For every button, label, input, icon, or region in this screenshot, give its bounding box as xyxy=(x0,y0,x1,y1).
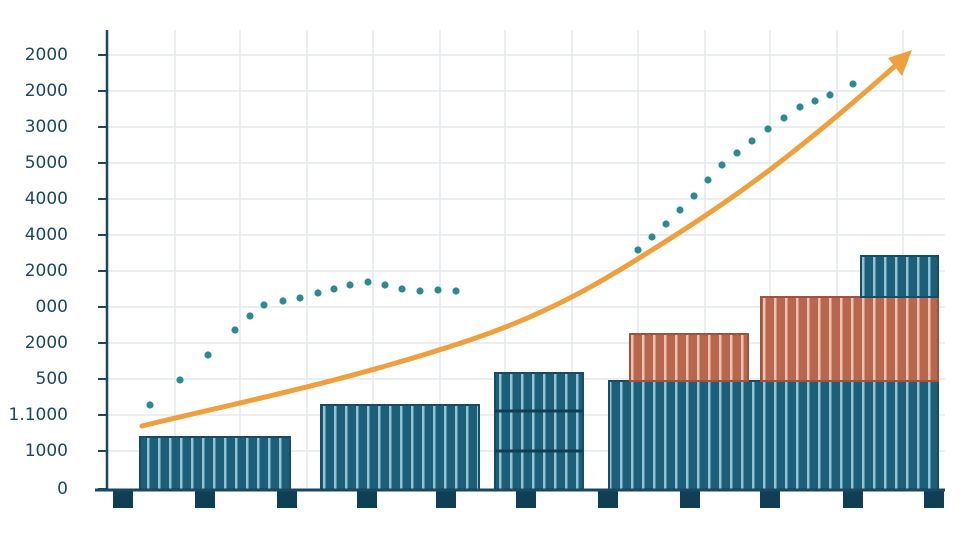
axis-label: 500 xyxy=(36,369,68,389)
trend-curve xyxy=(139,63,898,429)
dot xyxy=(676,206,684,214)
container xyxy=(629,333,749,382)
dot xyxy=(416,287,424,295)
dot xyxy=(826,91,834,99)
axis-label: 5000 xyxy=(25,153,68,173)
dot xyxy=(231,326,239,334)
axis-label: 0 xyxy=(57,479,68,499)
dot xyxy=(398,285,406,293)
dot xyxy=(662,220,670,228)
container xyxy=(860,255,939,298)
container xyxy=(139,436,291,491)
foot xyxy=(680,490,700,508)
dot xyxy=(718,161,726,169)
dot xyxy=(648,233,656,241)
dot xyxy=(296,294,304,302)
axis-label: 3000 xyxy=(25,117,68,137)
dot xyxy=(634,246,642,254)
axis-label: 2000 xyxy=(25,81,68,101)
trend-arrowhead xyxy=(888,50,912,76)
foot xyxy=(277,490,297,508)
axis-labels: 2000 2000 3000 5000 4000 4000 2000 000 2000 500 1.… xyxy=(9,45,107,499)
container xyxy=(494,372,584,491)
axis-label: 2000 xyxy=(25,45,68,65)
dot xyxy=(279,297,287,305)
containers xyxy=(139,255,939,491)
foot xyxy=(436,490,456,508)
dot xyxy=(704,176,712,184)
dot xyxy=(246,312,254,320)
foot xyxy=(113,490,133,508)
container xyxy=(608,380,939,491)
container xyxy=(760,296,939,382)
dot xyxy=(748,137,756,145)
foot xyxy=(195,490,215,508)
foot xyxy=(516,490,536,508)
foot xyxy=(598,490,618,508)
dot xyxy=(811,97,819,105)
dot xyxy=(364,278,372,286)
axis-label: 1.1000 xyxy=(9,405,68,425)
foot xyxy=(357,490,377,508)
dot xyxy=(346,281,354,289)
dot xyxy=(764,125,772,133)
axis-label: 2000 xyxy=(25,261,68,281)
dot xyxy=(452,287,460,295)
dot xyxy=(330,285,338,293)
container xyxy=(320,404,480,491)
dot xyxy=(780,114,788,122)
dot xyxy=(204,351,212,359)
axis-label: 2000 xyxy=(25,333,68,353)
dot xyxy=(260,301,268,309)
dot xyxy=(849,80,857,88)
dot xyxy=(434,286,442,294)
dot xyxy=(146,401,154,409)
foot xyxy=(924,490,944,508)
dot xyxy=(690,192,698,200)
foot xyxy=(843,490,863,508)
axis-label: 000 xyxy=(36,297,68,317)
feet xyxy=(113,490,944,508)
axis-label: 1000 xyxy=(25,441,68,461)
foot xyxy=(760,490,780,508)
dot xyxy=(314,289,322,297)
dot xyxy=(381,281,389,289)
axis-label: 4000 xyxy=(25,189,68,209)
dot xyxy=(796,103,804,111)
axis-label: 4000 xyxy=(25,225,68,245)
dot xyxy=(176,376,184,384)
dot xyxy=(733,149,741,157)
dotted-curves xyxy=(146,80,857,409)
